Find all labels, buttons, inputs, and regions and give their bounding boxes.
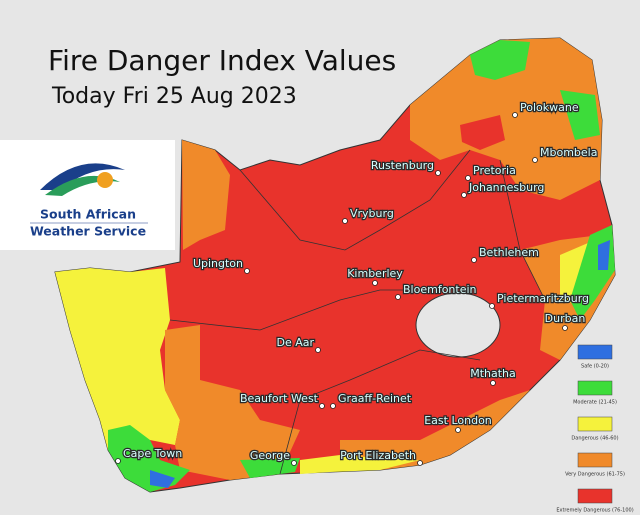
legend-swatch [577,488,613,504]
city-dot [461,192,467,198]
region-green [240,458,300,478]
city-dot [465,175,471,181]
region-green [560,90,600,140]
city-label: Polokwane [520,101,579,114]
city-dot [562,325,568,331]
logo-text: South African [40,207,136,222]
city-dot [291,460,297,466]
city-label: Pretoria [473,164,516,177]
city-dot [319,403,325,409]
province-border [499,159,546,301]
city-label: Bethlehem [479,246,539,259]
region-orange [165,325,300,480]
subtitle: Today Fri 25 Aug 2023 [51,84,297,109]
city-dot [417,460,423,466]
legend-swatch [577,380,613,396]
logo-swoosh [40,163,125,190]
city-dot [244,268,250,274]
legend-label: Extremely Dangerous (76-100) [556,508,633,514]
logo-text: Weather Service [30,224,146,239]
city-label: Rustenburg [371,159,434,172]
region-blue [598,240,610,270]
region-blue [150,470,175,488]
legend-label: Moderate (21-45) [573,400,617,406]
city-label: Durban [545,312,586,325]
city-label: Upington [193,257,243,270]
city-dot [532,157,538,163]
legend-label: Very Dangerous (61-75) [565,472,625,478]
title: Fire Danger Index Values [48,44,396,77]
city-label: East London [424,414,492,427]
city-dot [330,403,336,409]
city-label: Beaufort West [240,392,319,405]
city-dot [471,257,477,263]
legend-label: Safe (0-20) [581,364,609,370]
city-label: Graaff-Reinet [338,392,412,405]
region-yellow [55,268,180,450]
city-dot [115,458,121,464]
province-border [239,149,471,251]
region-red [460,115,505,150]
city-dot [490,380,496,386]
city-label: Pietermaritzburg [497,292,589,305]
region-green [108,425,190,492]
city-label: George [250,449,290,462]
city-label: Mthatha [470,367,516,380]
legend: Safe (0-20) Moderate (21-45) Dangerous (46… [556,344,634,514]
region-orange [340,390,530,470]
city-dot [342,218,348,224]
city-label: Bloemfontein [403,283,477,296]
province-border [279,349,481,475]
city-dot [435,170,441,176]
lesotho [415,292,501,358]
city-label: De Aar [276,336,314,349]
city-dot [315,347,321,353]
city-label: Port Elizabeth [340,449,416,462]
region-orange [182,140,230,250]
legend-swatch [577,344,613,360]
city-label: Kimberley [347,267,403,280]
logo-box [0,140,175,250]
legend-label: Dangerous (46-60) [571,436,618,442]
region-green [470,40,530,80]
city-dot [512,112,518,118]
city-dot [489,303,495,309]
city-label: Johannesburg [468,181,544,194]
legend-swatch [577,452,613,468]
city-labels: Polokwane Mbombela Rustenburg Pretoria Johan… [115,100,599,466]
region-yellow [300,455,420,474]
city-dot [455,427,461,433]
city-label: Cape Town [123,447,182,460]
city-dot [395,294,401,300]
logo-sun [97,172,113,188]
city-label: Mbombela [540,146,597,159]
region-orange [410,38,602,200]
legend-swatch [577,416,613,432]
city-dot [372,280,378,286]
city-label: Vryburg [350,207,394,220]
province-border [169,289,430,331]
